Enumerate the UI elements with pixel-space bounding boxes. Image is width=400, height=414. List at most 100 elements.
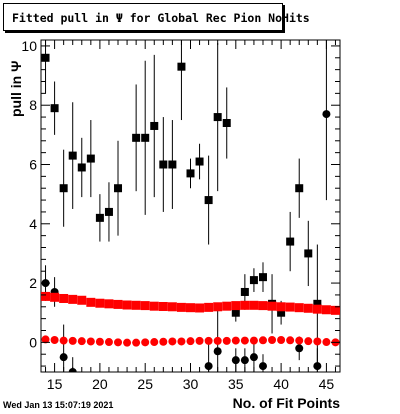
data-point-square	[240, 287, 249, 296]
data-point-square	[68, 151, 77, 160]
data-point-red-circle	[204, 336, 213, 345]
data-point-circle	[213, 347, 222, 356]
data-point-red-square	[204, 302, 214, 312]
data-point-red-square	[321, 305, 331, 315]
data-point-red-square	[303, 303, 313, 313]
data-point-red-circle	[277, 335, 286, 344]
timestamp-label: Wed Jan 13 15:07:19 2021	[3, 400, 114, 410]
chart-title: Fitted pull in Ψ for Global Rec Pion NoH…	[12, 11, 310, 25]
data-point-red-circle	[231, 336, 240, 345]
data-point-red-circle	[304, 337, 313, 346]
data-point-red-square	[330, 305, 340, 315]
data-point-square	[114, 184, 123, 193]
x-tick-label: 40	[273, 376, 289, 392]
data-point-red-square	[258, 301, 268, 311]
data-point-red-square	[195, 303, 205, 313]
data-point-square	[186, 169, 195, 178]
data-point-red-circle	[286, 336, 295, 345]
x-tick-label: 45	[319, 376, 335, 392]
data-point-square	[277, 308, 286, 317]
data-point-red-circle	[95, 337, 104, 346]
data-point-circle	[231, 356, 240, 365]
data-point-circle	[240, 356, 249, 365]
data-point-square	[150, 121, 159, 130]
data-point-red-square	[68, 294, 78, 304]
x-tick-label: 15	[47, 376, 63, 392]
data-point-red-square	[158, 301, 168, 311]
data-point-square	[313, 299, 322, 308]
data-point-square	[86, 154, 95, 163]
data-point-red-circle	[50, 335, 59, 344]
data-point-circle	[59, 353, 68, 362]
data-point-red-square	[294, 303, 304, 313]
data-point-red-square	[77, 295, 87, 305]
y-tick-label: 8	[29, 97, 37, 113]
data-point-square	[258, 273, 267, 282]
data-point-red-square	[176, 302, 186, 312]
data-point-red-square	[222, 301, 232, 311]
plot-frame	[40, 39, 341, 373]
data-point-square	[286, 237, 295, 246]
data-point-red-square	[240, 300, 250, 310]
data-point-circle	[249, 353, 258, 362]
data-point-red-square	[267, 301, 277, 311]
data-point-red-circle	[177, 337, 186, 346]
y-axis-label: pull in Ψ	[8, 60, 24, 117]
x-axis-label: No. of Fit Points	[232, 395, 340, 411]
data-point-red-circle	[322, 338, 331, 347]
data-point-square	[159, 160, 168, 169]
data-point-red-square	[276, 302, 286, 312]
y-tick-label: 2	[29, 275, 37, 291]
data-point-circle	[258, 362, 267, 371]
data-point-circle	[322, 110, 331, 119]
data-point-square	[249, 276, 258, 285]
data-point-square	[95, 213, 104, 222]
data-point-red-square	[41, 291, 51, 301]
data-point-red-circle	[150, 338, 159, 347]
data-point-red-circle	[268, 335, 277, 344]
data-point-red-square	[285, 302, 295, 312]
chart-title-box: Fitted pull in Ψ for Global Rec Pion NoH…	[3, 3, 310, 31]
data-point-red-circle	[104, 338, 113, 347]
y-tick-label: 0	[29, 334, 37, 350]
data-point-red-circle	[141, 338, 150, 347]
y-tick-label: 6	[29, 157, 37, 173]
data-point-red-circle	[186, 337, 195, 346]
data-point-square	[168, 160, 177, 169]
data-point-red-square	[312, 304, 322, 314]
data-point-square	[222, 119, 231, 127]
data-point-red-square	[167, 302, 177, 312]
data-point-red-circle	[68, 336, 77, 345]
data-point-red-square	[131, 300, 141, 310]
data-point-red-circle	[86, 337, 95, 346]
data-point-red-circle	[295, 336, 304, 345]
data-point-square	[295, 184, 304, 193]
data-point-circle	[204, 362, 213, 371]
data-point-red-square	[149, 301, 159, 311]
data-point-circle	[295, 344, 304, 353]
data-point-red-circle	[258, 336, 267, 345]
data-point-red-square	[231, 301, 241, 311]
data-point-red-square	[249, 300, 259, 310]
data-point-red-square	[122, 300, 132, 310]
data-point-square	[177, 62, 186, 71]
data-point-red-square	[213, 302, 223, 312]
data-point-red-circle	[222, 336, 231, 345]
data-point-red-square	[59, 293, 69, 303]
data-point-red-circle	[213, 336, 222, 345]
data-point-square	[77, 163, 86, 172]
x-tick-label: 20	[92, 376, 108, 392]
data-point-red-circle	[159, 337, 168, 346]
data-point-red-circle	[249, 336, 258, 345]
data-point-red-circle	[195, 336, 204, 345]
data-point-square	[59, 184, 68, 193]
data-point-red-square	[113, 299, 123, 309]
data-point-square	[50, 104, 59, 113]
data-point-red-circle	[313, 337, 322, 346]
data-point-square	[204, 196, 213, 205]
data-point-red-circle	[168, 337, 177, 346]
data-point-red-circle	[114, 338, 123, 347]
data-point-red-square	[95, 298, 105, 308]
data-point-red-square	[186, 303, 195, 313]
